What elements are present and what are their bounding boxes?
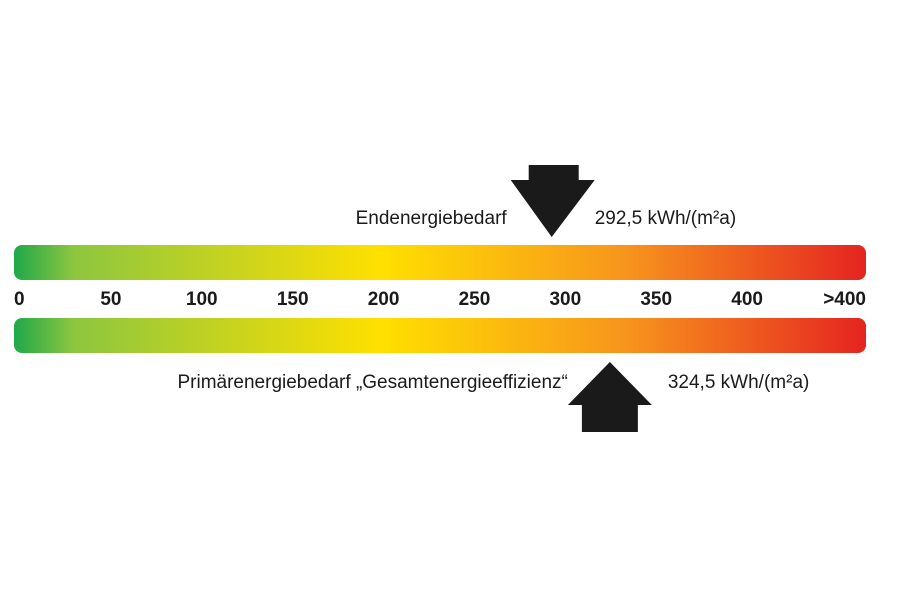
color-bar — [14, 318, 866, 353]
x-tick-label: 150 — [277, 289, 309, 310]
x-tick-label: 200 — [368, 289, 400, 310]
x-tick-label: >400 — [823, 289, 866, 310]
x-tick-label: 300 — [549, 289, 581, 310]
x-tick-label: 350 — [640, 289, 672, 310]
marker-value: 324,5 kWh/(m²a) — [668, 372, 809, 393]
marker-name: Endenergiebedarf — [356, 208, 508, 229]
arrow — [510, 165, 595, 237]
x-tick-label: 250 — [459, 289, 491, 310]
x-tick-label: 50 — [100, 289, 121, 310]
color-bar — [14, 245, 866, 280]
arrow — [567, 362, 652, 432]
x-tick-label: 0 — [14, 289, 25, 310]
x-tick-label: 400 — [731, 289, 763, 310]
marker-name: Primärenergiebedarf „Gesamtenergieeffizi… — [177, 372, 567, 393]
x-tick-label: 100 — [186, 289, 218, 310]
marker-value: 292,5 kWh/(m²a) — [595, 208, 736, 229]
